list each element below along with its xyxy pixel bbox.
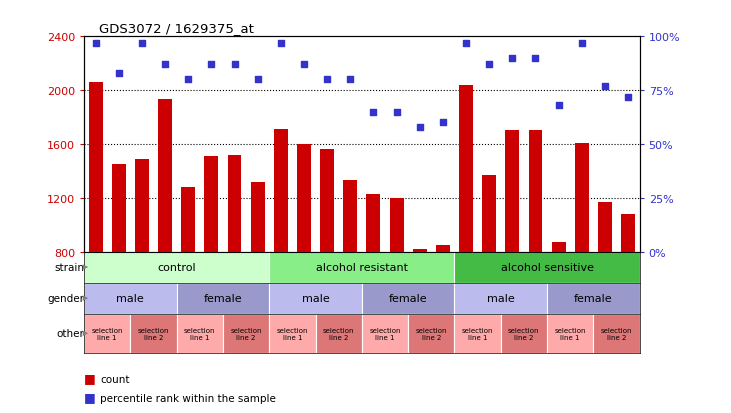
Bar: [205, 157, 219, 252]
Bar: [274, 130, 288, 252]
Point: [321, 77, 333, 83]
Bar: [84, 283, 177, 314]
Bar: [223, 314, 269, 353]
Point: [298, 62, 310, 69]
Text: selection
line 1: selection line 1: [184, 327, 216, 340]
Point: [183, 77, 194, 83]
Text: male: male: [487, 293, 515, 304]
Point: [622, 94, 634, 101]
Point: [344, 77, 356, 83]
Text: selection
line 2: selection line 2: [230, 327, 262, 340]
Text: female: female: [389, 293, 428, 304]
Text: gender: gender: [47, 293, 84, 304]
Point: [507, 55, 518, 62]
Point: [390, 109, 402, 116]
Bar: [547, 314, 594, 353]
Bar: [227, 155, 241, 252]
Bar: [455, 252, 640, 283]
Point: [251, 77, 263, 83]
Text: percentile rank within the sample: percentile rank within the sample: [100, 393, 276, 403]
Text: male: male: [302, 293, 330, 304]
Bar: [269, 314, 316, 353]
Point: [460, 40, 471, 47]
Bar: [575, 143, 588, 252]
Bar: [130, 314, 177, 353]
Point: [275, 40, 287, 47]
Point: [599, 83, 610, 90]
Text: female: female: [204, 293, 242, 304]
Point: [90, 40, 102, 47]
Bar: [390, 198, 404, 252]
Bar: [181, 188, 195, 252]
Bar: [251, 182, 265, 252]
Text: control: control: [157, 262, 196, 273]
Point: [437, 120, 449, 126]
Bar: [413, 249, 427, 252]
Bar: [362, 283, 455, 314]
Bar: [362, 314, 408, 353]
Text: strain: strain: [54, 262, 84, 273]
Bar: [366, 194, 380, 252]
Text: selection
line 2: selection line 2: [137, 327, 170, 340]
Point: [529, 55, 541, 62]
Point: [576, 40, 588, 47]
Point: [414, 124, 425, 131]
Bar: [459, 85, 473, 252]
Text: selection
line 2: selection line 2: [415, 327, 447, 340]
Bar: [594, 314, 640, 353]
Bar: [135, 159, 149, 252]
Bar: [482, 176, 496, 252]
Bar: [84, 252, 269, 283]
Text: selection
line 1: selection line 1: [554, 327, 586, 340]
Point: [229, 62, 240, 69]
Bar: [552, 242, 566, 252]
Point: [113, 70, 124, 77]
Point: [483, 62, 495, 69]
Bar: [455, 314, 501, 353]
Bar: [177, 314, 223, 353]
Bar: [84, 314, 130, 353]
Text: selection
line 1: selection line 1: [276, 327, 308, 340]
Text: selection
line 2: selection line 2: [323, 327, 355, 340]
Bar: [320, 150, 334, 252]
Bar: [505, 131, 519, 252]
Text: alcohol sensitive: alcohol sensitive: [501, 262, 594, 273]
Bar: [316, 314, 362, 353]
Bar: [158, 100, 172, 252]
Point: [136, 40, 148, 47]
Bar: [598, 202, 612, 252]
Bar: [547, 283, 640, 314]
Text: count: count: [100, 374, 129, 384]
Text: GDS3072 / 1629375_at: GDS3072 / 1629375_at: [99, 22, 254, 35]
Bar: [297, 145, 311, 252]
Text: selection
line 2: selection line 2: [508, 327, 539, 340]
Bar: [177, 283, 269, 314]
Bar: [344, 181, 357, 252]
Text: alcohol resistant: alcohol resistant: [316, 262, 408, 273]
Bar: [112, 165, 126, 252]
Bar: [269, 252, 455, 283]
Point: [205, 62, 217, 69]
Text: selection
line 1: selection line 1: [91, 327, 123, 340]
Text: selection
line 1: selection line 1: [369, 327, 401, 340]
Point: [553, 102, 564, 109]
Bar: [408, 314, 455, 353]
Bar: [436, 245, 450, 252]
Bar: [269, 283, 362, 314]
Text: ■: ■: [84, 371, 96, 384]
Point: [368, 109, 379, 116]
Bar: [621, 214, 635, 252]
Point: [159, 62, 171, 69]
Text: female: female: [574, 293, 613, 304]
Text: other: other: [56, 328, 84, 339]
Text: male: male: [116, 293, 144, 304]
Text: ■: ■: [84, 390, 96, 403]
Bar: [455, 283, 547, 314]
Text: selection
line 2: selection line 2: [601, 327, 632, 340]
Bar: [529, 131, 542, 252]
Bar: [88, 83, 102, 252]
Text: selection
line 1: selection line 1: [462, 327, 493, 340]
Bar: [501, 314, 547, 353]
